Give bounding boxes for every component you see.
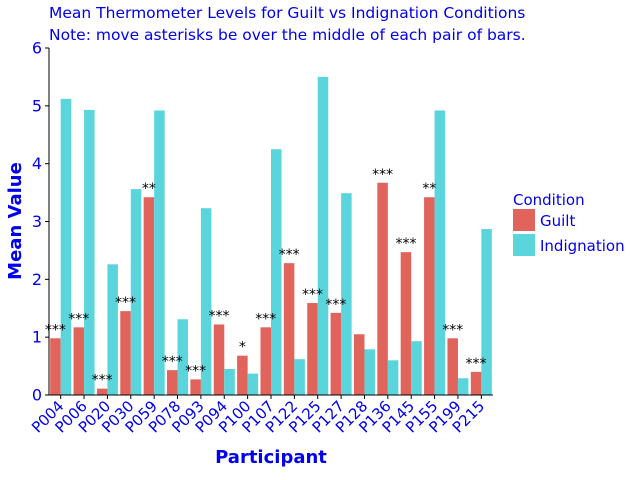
significance-annotation-p125: *** — [302, 287, 323, 303]
significance-annotation-p020: *** — [92, 373, 113, 389]
legend-label-indignation: Indignation — [540, 237, 625, 255]
bar-guilt-p006 — [73, 327, 85, 395]
bar-guilt-p127 — [330, 312, 342, 395]
y-tick-label-1: 1 — [32, 328, 42, 347]
legend-title: Condition — [513, 191, 585, 209]
significance-annotation-p093: *** — [185, 363, 206, 379]
bars-layer — [50, 76, 492, 396]
y-tick-label-0: 0 — [32, 386, 42, 405]
bar-indignation-p136 — [387, 360, 399, 395]
significance-annotation-p127: *** — [325, 297, 346, 313]
bar-guilt-p004 — [50, 338, 61, 395]
bar-indignation-p030 — [130, 189, 142, 395]
x-axis-label: Participant — [215, 447, 327, 468]
bar-indignation-p199 — [457, 378, 469, 395]
chart-title: Mean Thermometer Levels for Guilt vs Ind… — [49, 4, 525, 22]
bar-guilt-p107 — [260, 327, 271, 395]
bar-guilt-p093 — [190, 379, 201, 395]
bar-indignation-p128 — [364, 349, 375, 395]
bar-indignation-p107 — [271, 149, 282, 395]
significance-annotation-p107: *** — [255, 311, 276, 327]
annotation-layer: ****************************************… — [45, 167, 487, 389]
significance-annotation-p030: *** — [115, 295, 136, 311]
bar-indignation-p215 — [481, 229, 492, 395]
bar-indignation-p100 — [247, 373, 259, 395]
y-tick-label-5: 5 — [32, 96, 42, 115]
bar-guilt-p078 — [167, 370, 178, 395]
bar-indignation-p004 — [60, 98, 72, 395]
bar-guilt-p128 — [353, 334, 365, 395]
bar-guilt-p199 — [447, 338, 458, 395]
bar-indignation-p155 — [434, 110, 446, 396]
bar-indignation-p125 — [317, 76, 329, 396]
y-tick-layer: 0 1 2 3 4 5 6 — [32, 39, 49, 405]
bar-guilt-p145 — [400, 252, 412, 395]
y-tick-label-3: 3 — [32, 212, 42, 231]
bar-indignation-p122 — [294, 359, 305, 395]
significance-annotation-p078: *** — [162, 354, 183, 370]
bar-indignation-p078 — [177, 319, 189, 395]
bar-indignation-p094 — [224, 368, 235, 395]
significance-annotation-p100: * — [239, 340, 246, 356]
bar-guilt-p100 — [237, 355, 248, 395]
y-tick-label-6: 6 — [32, 39, 42, 58]
significance-annotation-p059: ** — [142, 181, 156, 197]
significance-annotation-p136: *** — [372, 167, 393, 183]
bar-guilt-p136 — [377, 182, 388, 395]
bar-indignation-p059 — [154, 110, 165, 396]
y-tick-label-4: 4 — [32, 154, 42, 173]
bar-guilt-p059 — [143, 197, 155, 395]
bar-guilt-p020 — [96, 388, 108, 395]
bar-guilt-p030 — [120, 311, 131, 395]
bar-indignation-p020 — [107, 264, 118, 395]
bar-indignation-p145 — [411, 341, 422, 395]
y-axis-label: Mean Value — [5, 162, 26, 280]
bar-indignation-p093 — [200, 208, 212, 395]
chart-subtitle: Note: move asterisks be over the middle … — [49, 26, 526, 44]
significance-annotation-p145: *** — [395, 236, 416, 252]
legend: Condition Guilt Indignation — [513, 191, 625, 256]
y-tick-label-2: 2 — [32, 270, 42, 289]
legend-swatch-guilt — [513, 209, 535, 231]
bar-guilt-p122 — [283, 263, 295, 395]
significance-annotation-p006: *** — [68, 311, 89, 327]
bar-guilt-p094 — [213, 324, 225, 395]
bar-guilt-p215 — [470, 371, 482, 395]
legend-swatch-indignation — [513, 234, 535, 256]
significance-annotation-p004: *** — [45, 322, 66, 338]
bar-guilt-p155 — [424, 197, 435, 395]
significance-annotation-p122: *** — [279, 247, 300, 263]
bar-indignation-p127 — [341, 193, 352, 395]
bar-indignation-p006 — [84, 109, 95, 395]
significance-annotation-p094: *** — [209, 308, 230, 324]
significance-annotation-p199: *** — [442, 322, 463, 338]
x-tick-layer: P004P006P020P030P059P078P093P094P100P107… — [28, 395, 488, 436]
significance-annotation-p215: *** — [466, 356, 487, 372]
bar-guilt-p125 — [307, 303, 318, 395]
legend-label-guilt: Guilt — [540, 212, 575, 230]
significance-annotation-p155: ** — [422, 181, 436, 197]
